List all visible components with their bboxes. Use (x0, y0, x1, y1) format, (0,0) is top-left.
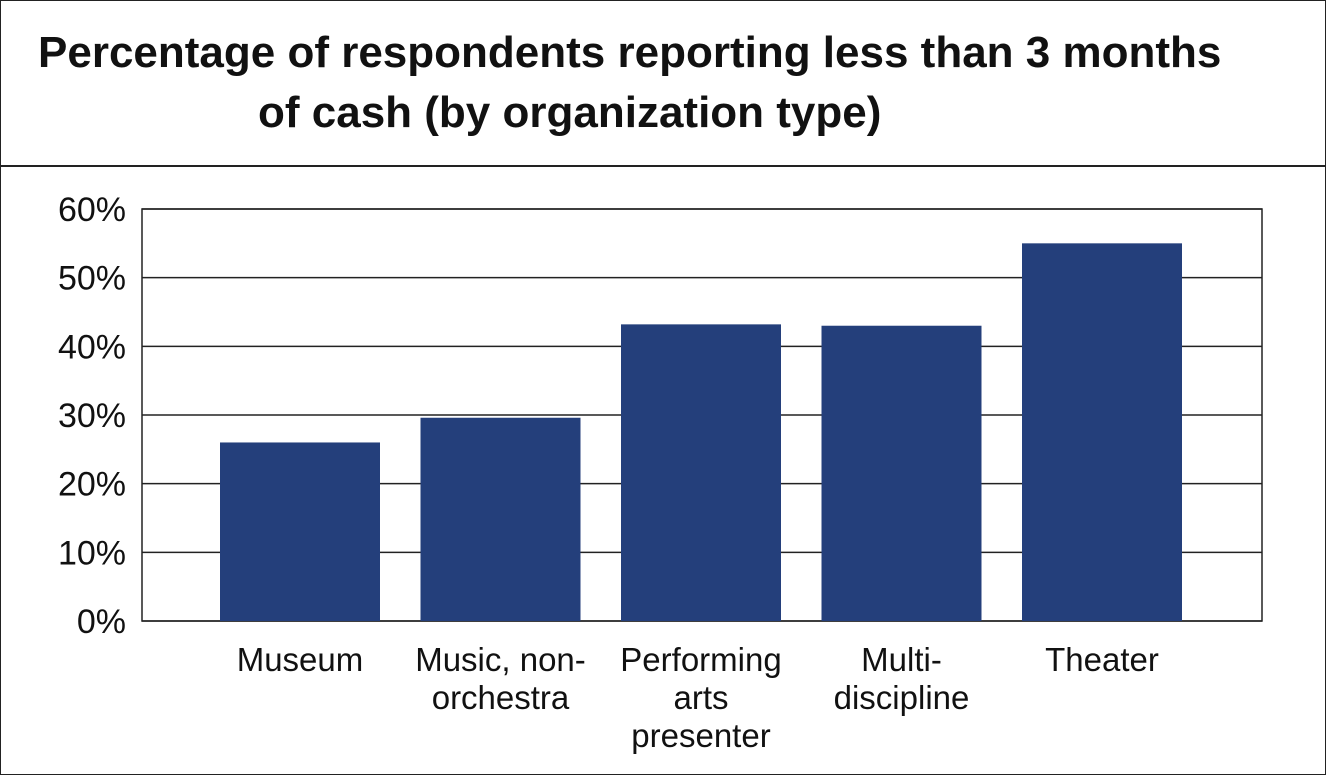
y-tick-label: 10% (58, 534, 126, 572)
chart-title-line-2: of cash (by organization type) (258, 88, 882, 137)
x-category-label: discipline (834, 679, 970, 716)
y-tick-label: 20% (58, 466, 126, 504)
chart-title-line-1: Percentage of respondents reporting less… (38, 28, 1222, 77)
x-category-label: orchestra (432, 679, 570, 716)
y-tick-label: 60% (58, 191, 126, 229)
y-tick-label: 40% (58, 328, 126, 366)
x-category-label: arts (673, 679, 728, 716)
x-category-label: Museum (237, 641, 364, 678)
bar (220, 442, 380, 621)
bar (821, 325, 982, 621)
chart-title: Percentage of respondents reporting less… (0, 0, 1326, 167)
x-category-label: Performing (620, 641, 781, 678)
x-category-label: Music, non- (415, 641, 586, 678)
y-tick-label: 30% (58, 397, 126, 435)
bar (1022, 243, 1182, 622)
x-category-label: Multi- (861, 641, 942, 678)
bar (420, 417, 581, 621)
y-tick-label: 50% (58, 260, 126, 298)
bar (621, 324, 781, 621)
y-tick-label: 0% (77, 603, 126, 641)
x-category-label: presenter (631, 717, 770, 754)
x-category-label: Theater (1045, 641, 1159, 678)
